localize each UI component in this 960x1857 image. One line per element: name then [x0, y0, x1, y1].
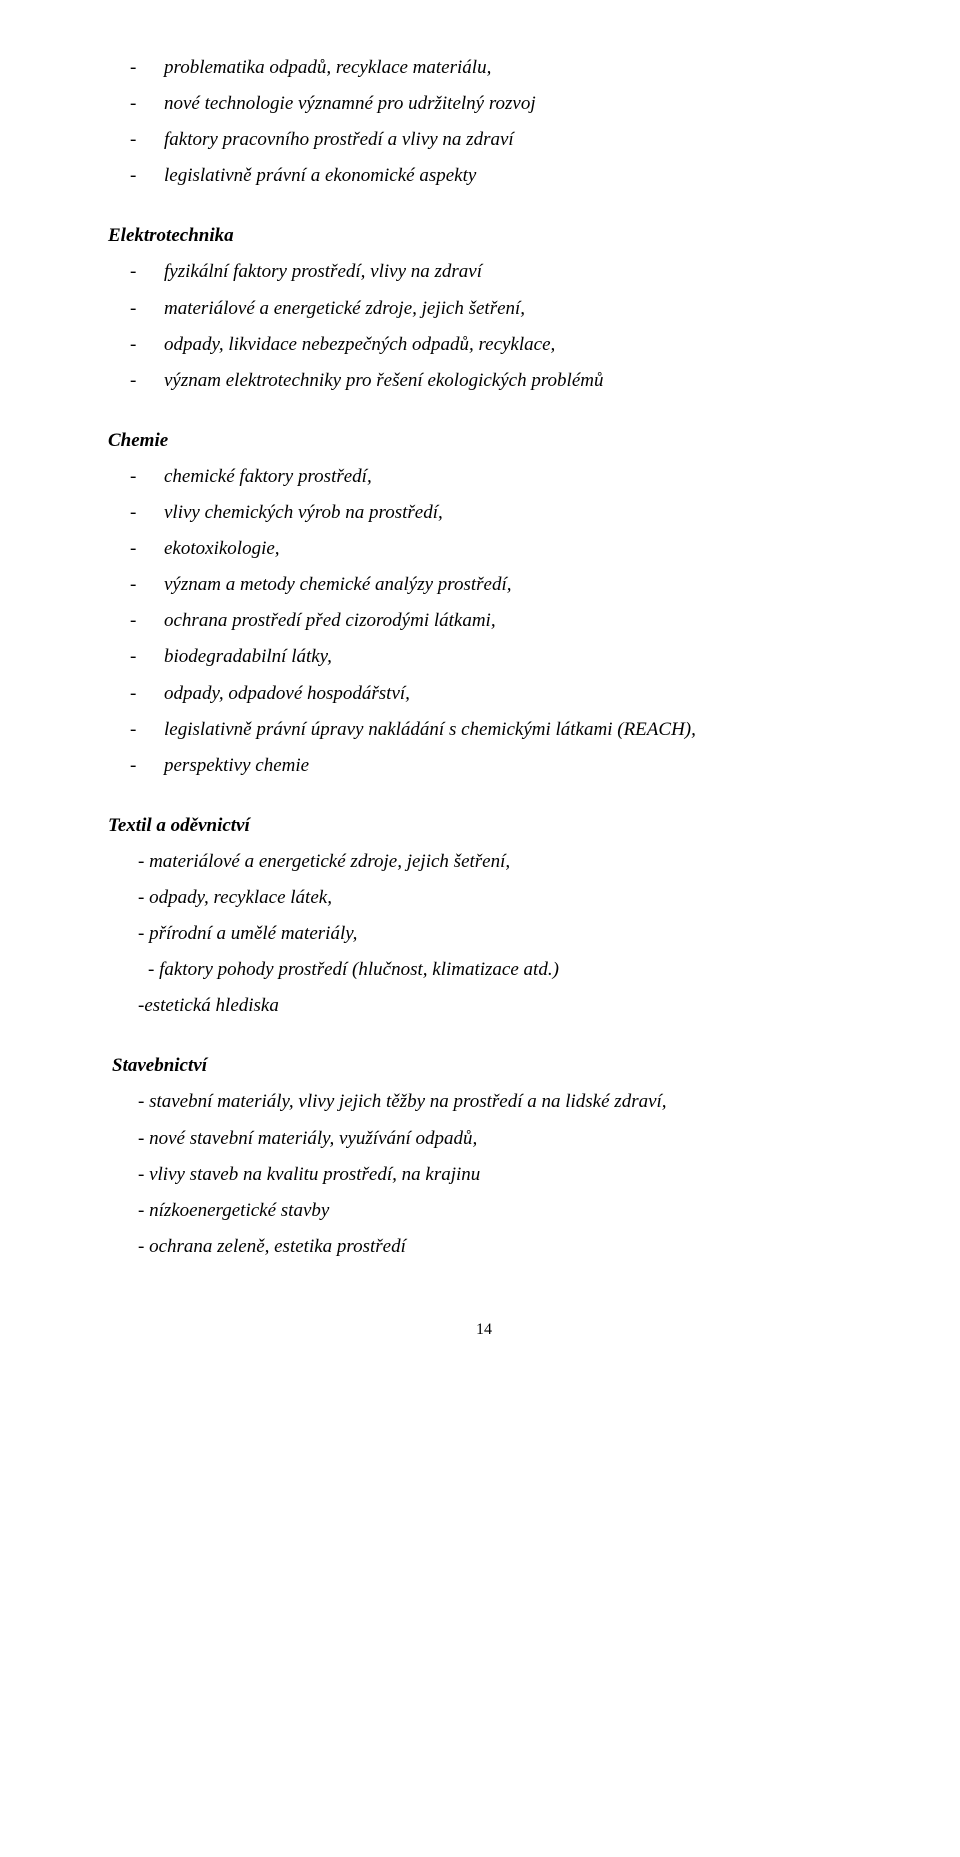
textil-list: - materiálové a energetické zdroje, jeji… [138, 844, 860, 1024]
list-item: odpady, likvidace nebezpečných odpadů, r… [130, 327, 860, 363]
list-item: význam a metody chemické analýzy prostře… [130, 567, 860, 603]
list-item: - vlivy staveb na kvalitu prostředí, na … [138, 1157, 860, 1193]
intro-item: nové technologie významné pro udržitelný… [130, 86, 860, 122]
list-item: vlivy chemických výrob na prostředí, [130, 495, 860, 531]
chemie-list: chemické faktory prostředí, vlivy chemic… [130, 459, 860, 784]
intro-item: faktory pracovního prostředí a vlivy na … [130, 122, 860, 158]
list-item: - odpady, recyklace látek, [138, 880, 860, 916]
list-item: - materiálové a energetické zdroje, jeji… [138, 844, 860, 880]
section-heading-stavebnictvi: Stavebnictví [112, 1048, 860, 1084]
section-heading-chemie: Chemie [108, 423, 860, 459]
intro-item: legislativně právní a ekonomické aspekty [130, 158, 860, 194]
intro-bullet-list: problematika odpadů, recyklace materiálu… [130, 50, 860, 194]
list-item: ochrana prostředí před cizorodými látkam… [130, 603, 860, 639]
list-item: odpady, odpadové hospodářství, [130, 676, 860, 712]
list-item: - nízkoenergetické stavby [138, 1193, 860, 1229]
stavebnictvi-list: - stavební materiály, vlivy jejich těžby… [138, 1084, 860, 1264]
page-number: 14 [108, 1315, 860, 1345]
elektrotechnika-list: fyzikální faktory prostředí, vlivy na zd… [130, 254, 860, 398]
list-item: chemické faktory prostředí, [130, 459, 860, 495]
list-item: - nové stavební materiály, využívání odp… [138, 1121, 860, 1157]
section-heading-elektrotechnika: Elektrotechnika [108, 218, 860, 254]
intro-item: problematika odpadů, recyklace materiálu… [130, 50, 860, 86]
list-item: ekotoxikologie, [130, 531, 860, 567]
list-item: fyzikální faktory prostředí, vlivy na zd… [130, 254, 860, 290]
list-item: materiálové a energetické zdroje, jejich… [130, 291, 860, 327]
list-item: - ochrana zeleně, estetika prostředí [138, 1229, 860, 1265]
list-item: - přírodní a umělé materiály, [138, 916, 860, 952]
list-item: biodegradabilní látky, [130, 639, 860, 675]
list-item: význam elektrotechniky pro řešení ekolog… [130, 363, 860, 399]
list-item: - stavební materiály, vlivy jejich těžby… [138, 1084, 860, 1120]
list-item: -estetická hlediska [138, 988, 860, 1024]
list-item: - faktory pohody prostředí (hlučnost, kl… [138, 952, 860, 988]
section-heading-textil: Textil a oděvnictví [108, 808, 860, 844]
list-item: perspektivy chemie [130, 748, 860, 784]
list-item: legislativně právní úpravy nakládání s c… [130, 712, 860, 748]
